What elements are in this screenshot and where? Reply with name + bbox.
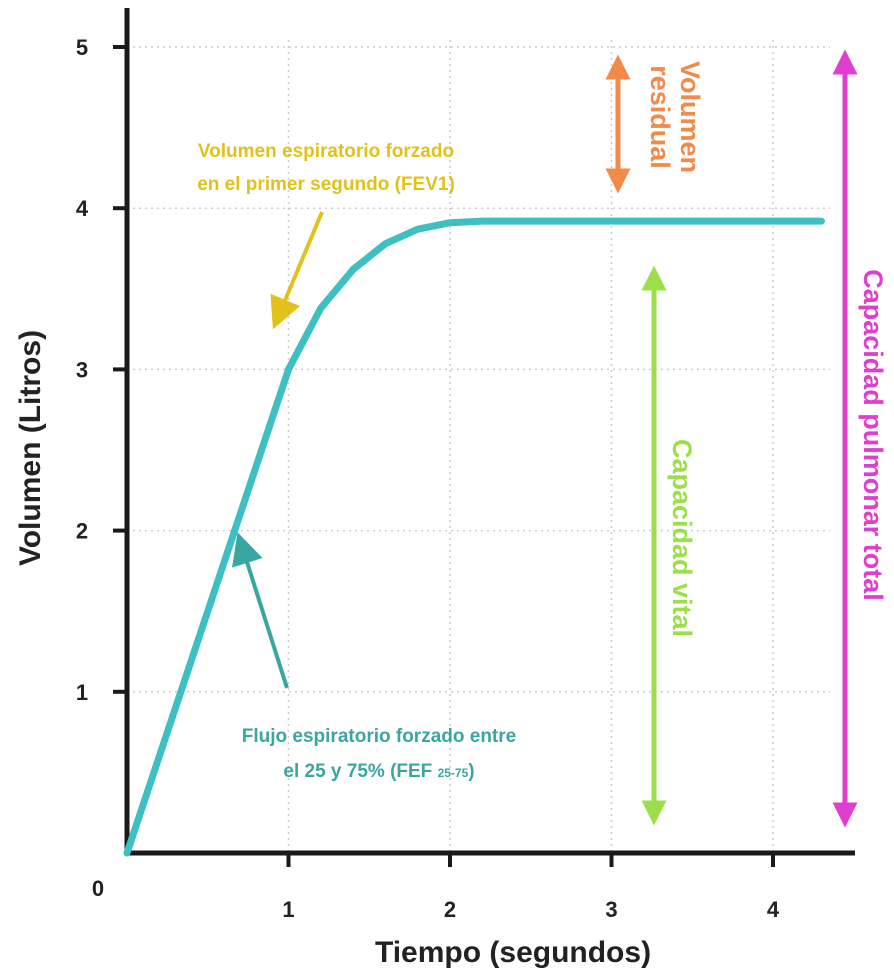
residual-label-line2: residual xyxy=(645,65,675,169)
fef-label-line2: el 25 y 75% (FEF 25-75) xyxy=(283,761,474,782)
x-tick-label: 1 xyxy=(282,897,294,922)
x-tick-label: 4 xyxy=(767,897,780,922)
fef-subscript: 25-75 xyxy=(438,766,469,780)
fef-label-line1: Flujo espiratorio forzado entre xyxy=(242,726,516,747)
fev1-label-line2: en el primer segundo (FEV1) xyxy=(197,174,455,195)
x-tick-label: 2 xyxy=(444,897,456,922)
fev1-arrow xyxy=(270,211,324,330)
fef-arrow xyxy=(232,532,289,689)
residual-label-line1: Volumen xyxy=(675,61,705,173)
y-axis-title: Volumen (Litros) xyxy=(14,330,47,566)
y-tick-label: 1 xyxy=(76,680,88,705)
total-label: Capacidad pulmonar total xyxy=(858,269,888,601)
axis-ticks xyxy=(113,45,775,867)
y-tick-label: 4 xyxy=(76,196,89,221)
x-tick-label: 3 xyxy=(605,897,617,922)
volume-curve xyxy=(123,217,825,857)
y-tick-label: 5 xyxy=(76,35,88,60)
fev1-label-line1: Volumen espiratorio forzado xyxy=(198,141,454,162)
x-tick-labels: 1 2 3 4 xyxy=(282,897,780,922)
y-tick-labels: 1 2 3 4 5 xyxy=(76,35,89,705)
y-tick-label: 2 xyxy=(76,519,88,544)
vital-label: Capacidad vital xyxy=(667,439,697,637)
y-tick-label: 3 xyxy=(76,357,88,382)
x-axis-title: Tiempo (segundos) xyxy=(375,936,651,969)
origin-label: 0 xyxy=(92,876,104,901)
